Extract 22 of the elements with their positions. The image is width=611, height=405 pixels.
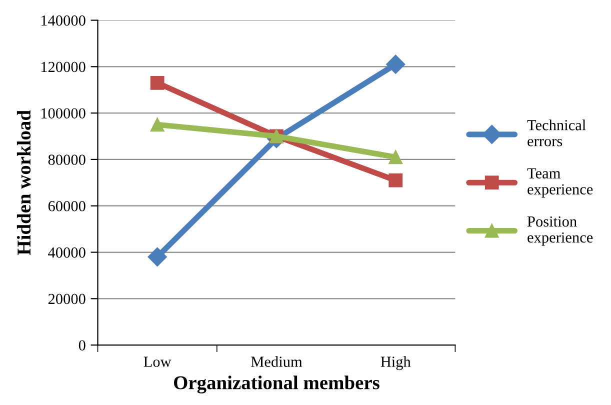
y-axis-title: Hidden workload <box>16 110 31 255</box>
y-tick-label: 0 <box>78 340 86 351</box>
x-tick-label: Medium <box>251 356 302 367</box>
point <box>148 247 167 266</box>
point <box>388 150 403 164</box>
y-tick-label: 140000 <box>41 15 86 26</box>
point <box>386 54 406 74</box>
legend-label: Technical errors <box>527 120 586 146</box>
point <box>388 173 403 188</box>
x-tick-label: Low <box>144 356 172 367</box>
y-tick-label: 60000 <box>48 200 86 212</box>
y-tick-label: 80000 <box>48 154 86 165</box>
legend-label: Team experience <box>527 168 593 198</box>
x-tick-label: High <box>380 356 411 370</box>
y-tick-label: 20000 <box>48 294 86 304</box>
point <box>150 76 164 90</box>
y-tick-label: 100000 <box>41 108 86 119</box>
y-tick-label: 40000 <box>48 247 86 258</box>
point <box>150 118 164 132</box>
legend-label: Position experience <box>527 216 593 246</box>
x-axis-title: Organizational members <box>174 376 380 394</box>
y-tick-label: 120000 <box>41 62 86 72</box>
